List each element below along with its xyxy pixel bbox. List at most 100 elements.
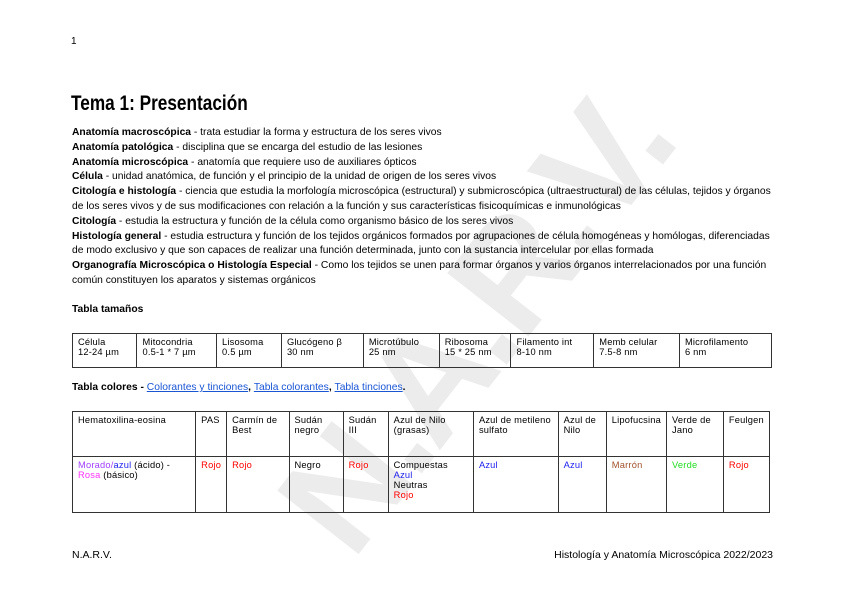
table-cell: Filamento int 8-10 nm <box>510 333 595 368</box>
table-header: Carmín de Best <box>226 411 290 457</box>
cell-name: Microfilamento <box>684 337 749 347</box>
cell-value: 12-24 µm <box>78 347 120 357</box>
table-header: Sudán negro <box>288 411 344 457</box>
definition-term: Citología e histología <box>72 186 177 198</box>
table-cell: Glucógeno β 30 nm <box>280 333 364 368</box>
cell-name: Lisosoma <box>222 337 264 347</box>
cell-value: 0.5 µm <box>222 347 252 357</box>
table-header: Azul de Nilo (grasas) <box>387 411 474 457</box>
table-cell: Rojo <box>226 456 290 513</box>
table-cell: Rojo <box>342 456 389 513</box>
definitions: Anatomía macroscópica - trata estudiar l… <box>72 126 782 289</box>
table-cell: Memb celular 7.5-8 nm <box>593 333 680 368</box>
cell-value: 8-10 nm <box>516 347 552 357</box>
table-cell: Negro <box>288 456 344 513</box>
definition-term: Anatomía macroscópica <box>72 127 192 138</box>
table-header: Hematoxilina-eosina <box>71 411 197 457</box>
table-header: Azul de metileno sulfato <box>472 411 559 457</box>
cell-name: Filamento int <box>516 337 573 347</box>
definition-text: - estudia estructura y función de los te… <box>72 230 770 257</box>
link-tabla-tinciones[interactable]: Tabla tinciones <box>334 382 403 393</box>
definition-term: Histología general <box>72 230 162 242</box>
cell-name: Glucógeno β <box>286 337 343 347</box>
definition-text: - trata estudiar la forma y estructura d… <box>191 127 442 138</box>
definition-text: - disciplina que se encarga del estudio … <box>173 141 423 153</box>
definition: Anatomía macroscópica - trata estudiar l… <box>72 126 782 141</box>
table-cell: Mitocondria 0.5-1 * 7 µm <box>136 333 218 368</box>
definition-term: Célula <box>72 171 103 183</box>
definition-term: Organografía Microscópica o Histología E… <box>72 260 312 272</box>
cell-value: 15 * 25 nm <box>444 347 492 357</box>
colors-table-label: Tabla colores - Colorantes y tinciones, … <box>72 382 406 393</box>
definition-text: - ciencia que estudia la morfología micr… <box>72 186 771 212</box>
text: Rojo <box>393 490 414 500</box>
table-cell: Lisosoma 0.5 µm <box>216 333 282 368</box>
cell-name: Mitocondria <box>142 337 193 347</box>
colors-table: Hematoxilina-eosina PAS Carmín de Best Sudá… <box>71 411 771 513</box>
definition: Organografía Microscópica o Histología E… <box>72 259 782 289</box>
color-value: Rojo <box>728 460 749 470</box>
definition-text: - unidad anatómica, de función y el prin… <box>102 171 497 183</box>
table-header: PAS <box>195 411 228 457</box>
cell-name: Microtúbulo <box>368 337 420 347</box>
link-colorantes-tinciones[interactable]: Colorantes y tinciones <box>146 382 249 393</box>
definition: Histología general - estudia estructura … <box>72 230 782 260</box>
footer-course: Histología y Anatomía Microscópica 2022/… <box>554 549 773 561</box>
cell-value: 7.5-8 nm <box>599 347 638 357</box>
table-cell: Ribosoma 15 * 25 nm <box>438 333 512 368</box>
cell-name: Memb celular <box>599 337 658 347</box>
table-cell: Compuestas Azul Neutras Rojo <box>387 456 474 513</box>
definition-term: Anatomía patológica <box>72 141 174 153</box>
definition-text: - Como los tejidos se unen para formar ó… <box>72 260 767 286</box>
definition-text: - estudia la estructura y función de la … <box>116 215 514 227</box>
page-number: 1 <box>71 36 77 47</box>
definition: Anatomía microscópica - anatomía que req… <box>72 156 782 171</box>
definition-text: - anatomía que requiere uso de auxiliare… <box>188 156 417 168</box>
color-value: Rojo <box>348 460 369 470</box>
table-cell: Verde <box>666 456 724 513</box>
table-cell: Marrón <box>605 456 668 513</box>
color-value: Negro <box>294 460 321 470</box>
sizes-table-label: Tabla tamaños <box>72 304 144 315</box>
table-header: Verde de Jano <box>666 411 724 457</box>
link-tabla-colorantes[interactable]: Tabla colorantes <box>253 382 329 393</box>
table-cell: Rojo <box>722 456 771 513</box>
colors-label: Tabla colores <box>72 382 138 393</box>
sizes-table: Célula 12-24 µm Mitocondria 0.5-1 * 7 µm Lis… <box>71 333 773 368</box>
color-value: Azul <box>478 460 498 470</box>
color-value: Marrón <box>611 460 643 470</box>
table-header: Sudán III <box>342 411 389 457</box>
page-title: Tema 1: Presentación <box>71 92 248 115</box>
table-header: Lipofucsina <box>605 411 668 457</box>
color-value: Azul <box>563 460 583 470</box>
cell-name: Célula <box>78 337 106 347</box>
cell-name: Ribosoma <box>444 337 489 347</box>
table-cell: Microtúbulo 25 nm <box>362 333 440 368</box>
table-cell: Rojo <box>195 456 228 513</box>
footer-author: N.A.R.V. <box>72 549 112 561</box>
color-value: Verde <box>672 460 698 470</box>
text: Azul <box>393 470 413 480</box>
cell-value: 0.5-1 * 7 µm <box>142 347 196 357</box>
table-cell: Microfilamento 6 nm <box>678 333 773 368</box>
cell-value: 6 nm <box>684 347 707 357</box>
table-cell: Azul <box>472 456 559 513</box>
cell-value: 30 nm <box>286 347 314 357</box>
definition-term: Citología <box>72 215 117 227</box>
table-header: Feulgen <box>722 411 771 457</box>
definition: Citología e histología - ciencia que est… <box>72 185 782 215</box>
definition-term: Anatomía microscópica <box>72 156 189 168</box>
table-cell: Célula 12-24 µm <box>71 333 138 368</box>
text: Compuestas <box>393 460 448 470</box>
cell-value: 25 nm <box>368 347 396 357</box>
definition: Célula - unidad anatómica, de función y … <box>72 170 782 185</box>
text: Neutras <box>393 480 428 490</box>
color-value: Rojo <box>232 460 253 470</box>
definition: Citología - estudia la estructura y func… <box>72 215 782 230</box>
table-cell: Morado/azul (ácido) - Rosa (básico) <box>71 456 197 513</box>
table-cell: Azul <box>557 456 607 513</box>
color-value: Rojo <box>201 460 222 470</box>
table-header: Azul de Nilo <box>557 411 607 457</box>
definition: Anatomía patológica - disciplina que se … <box>72 141 782 156</box>
